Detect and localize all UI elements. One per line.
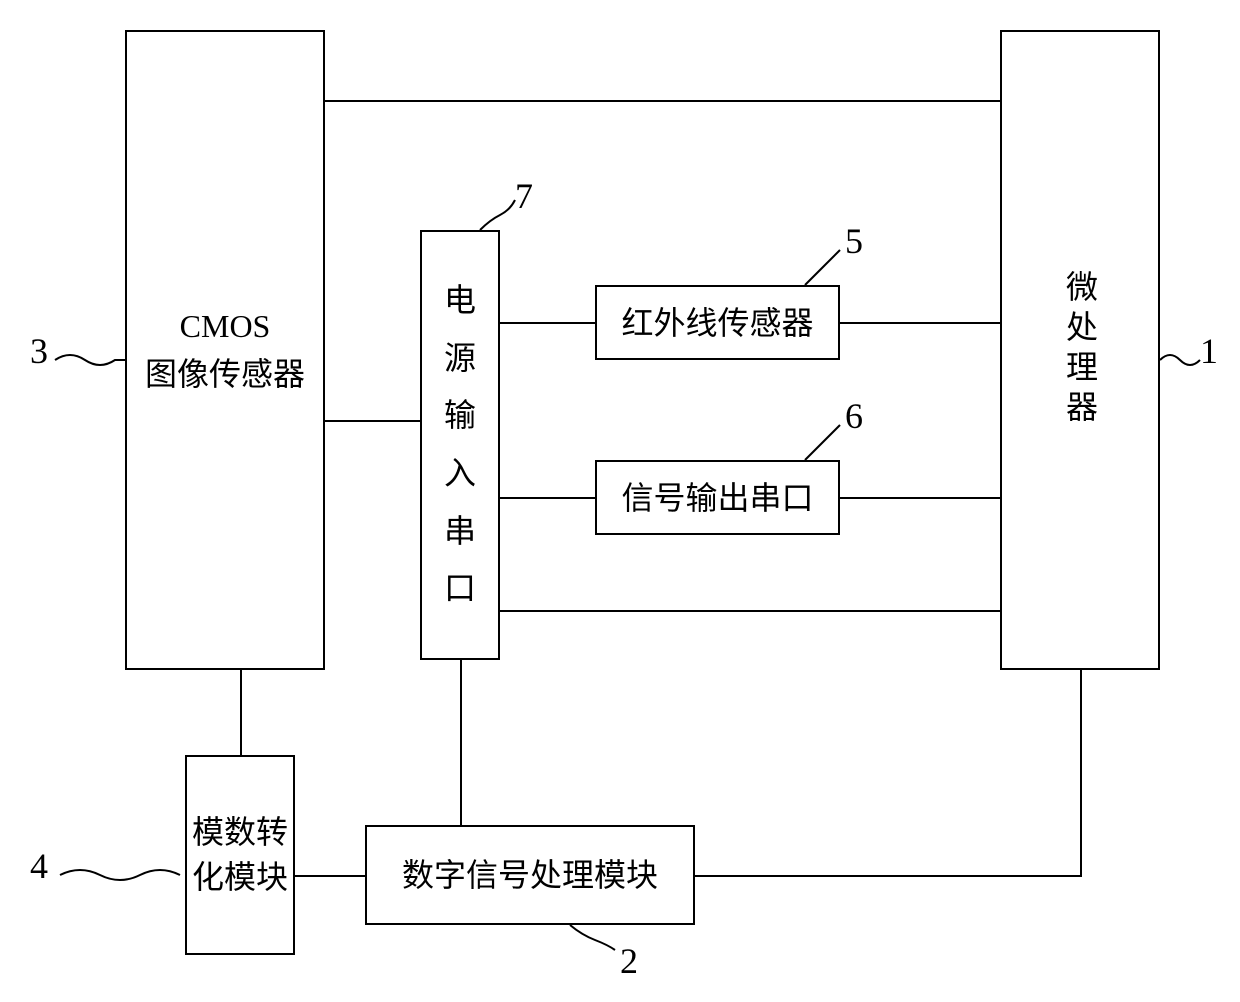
ref-label-5: 5 [845, 220, 863, 262]
infrared-label: 红外线传感器 [621, 299, 813, 347]
edge-dsp-micro-v [1080, 670, 1082, 877]
edge-adc-dsp [295, 875, 365, 877]
block-diagram: CMOS 图像传感器 微处理器 电源输入串口 红外线传感器 信号输出串口 模数转… [0, 0, 1240, 1002]
ref-label-6: 6 [845, 395, 863, 437]
leader-4 [60, 865, 185, 885]
cmos-label: CMOS 图像传感器 [145, 302, 305, 398]
edge-power-infrared [500, 322, 595, 324]
leader-5 [805, 250, 845, 290]
adc-label: 模数转化模块 [192, 810, 288, 900]
leader-2 [570, 925, 620, 955]
leader-1 [1160, 350, 1200, 370]
ref-label-3: 3 [30, 330, 48, 372]
edge-cmos-micro [325, 100, 1000, 102]
dsp-label: 数字信号处理模块 [402, 851, 658, 899]
edge-power-micro [500, 610, 1000, 612]
power-input-label: 电源输入串口 [444, 272, 476, 618]
leader-7 [480, 200, 520, 235]
ref-label-1: 1 [1200, 330, 1218, 372]
infrared-block: 红外线传感器 [595, 285, 840, 360]
dsp-block: 数字信号处理模块 [365, 825, 695, 925]
leader-3 [55, 350, 125, 370]
leader-6 [805, 425, 845, 465]
ref-label-2: 2 [620, 940, 638, 982]
edge-signal-micro [840, 497, 1000, 499]
ref-label-4: 4 [30, 845, 48, 887]
edge-cmos-power [325, 420, 420, 422]
edge-power-signal [500, 497, 595, 499]
microprocessor-block: 微处理器 [1000, 30, 1160, 670]
adc-block: 模数转化模块 [185, 755, 295, 955]
cmos-block: CMOS 图像传感器 [125, 30, 325, 670]
signal-output-label: 信号输出串口 [621, 474, 813, 522]
signal-output-block: 信号输出串口 [595, 460, 840, 535]
microprocessor-label: 微处理器 [1056, 270, 1104, 430]
edge-cmos-adc [240, 670, 242, 755]
edge-power-dsp [460, 660, 462, 825]
edge-infrared-micro [840, 322, 1000, 324]
edge-dsp-micro-h [695, 875, 1082, 877]
power-input-block: 电源输入串口 [420, 230, 500, 660]
